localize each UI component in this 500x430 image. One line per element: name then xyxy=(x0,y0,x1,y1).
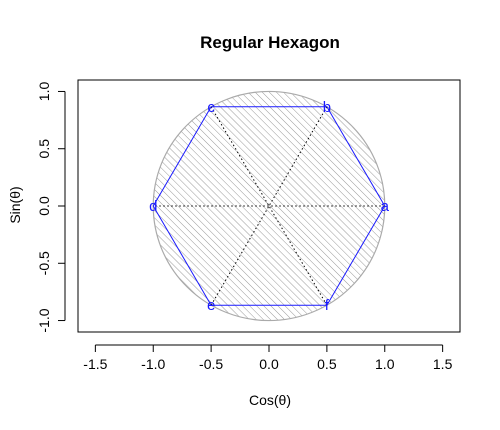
x-tick-label: -0.5 xyxy=(199,356,223,372)
vertex-label-c: c xyxy=(207,99,215,116)
plot-frame xyxy=(77,79,461,333)
x-tick-label: -1.5 xyxy=(83,356,107,372)
x-tick-label: 1.0 xyxy=(375,356,395,372)
y-tick-label: -1.0 xyxy=(36,308,52,332)
vertex-label-a: a xyxy=(381,198,390,215)
hexagon-outline xyxy=(152,106,386,306)
chart-title: Regular Hexagon xyxy=(200,33,340,52)
x-tick-label: -1.0 xyxy=(141,356,165,372)
vertex-label-b: b xyxy=(323,99,331,116)
y-tick-label: 1.0 xyxy=(36,82,52,102)
x-tick-label: 0.0 xyxy=(259,356,279,372)
vertex-label-e: e xyxy=(207,297,215,314)
vertex-label-f: f xyxy=(325,297,330,314)
y-axis-label: Sin(θ) xyxy=(7,186,23,223)
y-tick-label: 0.0 xyxy=(36,196,52,216)
vertex-label-d: d xyxy=(149,198,157,215)
y-tick-label: -0.5 xyxy=(36,251,52,275)
x-tick-label: 0.5 xyxy=(317,356,337,372)
y-tick-label: 0.5 xyxy=(36,139,52,159)
x-axis-label: Cos(θ) xyxy=(249,392,291,408)
x-tick-label: 1.5 xyxy=(433,356,453,372)
